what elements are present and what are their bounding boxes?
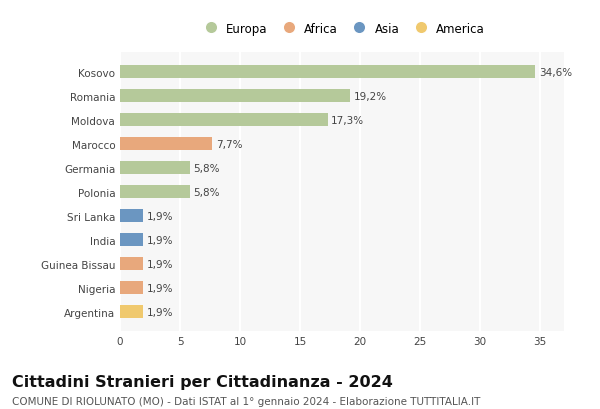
Text: 19,2%: 19,2%: [354, 91, 387, 101]
Bar: [120, 90, 350, 103]
Bar: [120, 281, 143, 294]
Text: 5,8%: 5,8%: [193, 187, 220, 197]
Bar: [120, 186, 190, 199]
Text: 34,6%: 34,6%: [539, 67, 572, 77]
Text: 1,9%: 1,9%: [146, 211, 173, 221]
Legend: Europa, Africa, Asia, America: Europa, Africa, Asia, America: [197, 20, 487, 38]
Text: 1,9%: 1,9%: [146, 235, 173, 245]
Text: 7,7%: 7,7%: [216, 139, 242, 149]
Bar: [120, 306, 143, 319]
Text: 1,9%: 1,9%: [146, 259, 173, 269]
Bar: [120, 209, 143, 223]
Text: COMUNE DI RIOLUNATO (MO) - Dati ISTAT al 1° gennaio 2024 - Elaborazione TUTTITAL: COMUNE DI RIOLUNATO (MO) - Dati ISTAT al…: [12, 396, 481, 406]
Bar: [120, 138, 212, 151]
Text: 5,8%: 5,8%: [193, 163, 220, 173]
Bar: [120, 114, 328, 127]
Bar: [120, 66, 535, 79]
Text: Cittadini Stranieri per Cittadinanza - 2024: Cittadini Stranieri per Cittadinanza - 2…: [12, 374, 393, 389]
Text: 1,9%: 1,9%: [146, 307, 173, 317]
Text: 1,9%: 1,9%: [146, 283, 173, 293]
Text: 17,3%: 17,3%: [331, 115, 364, 125]
Bar: [120, 234, 143, 247]
Bar: [120, 162, 190, 175]
Bar: [120, 258, 143, 271]
